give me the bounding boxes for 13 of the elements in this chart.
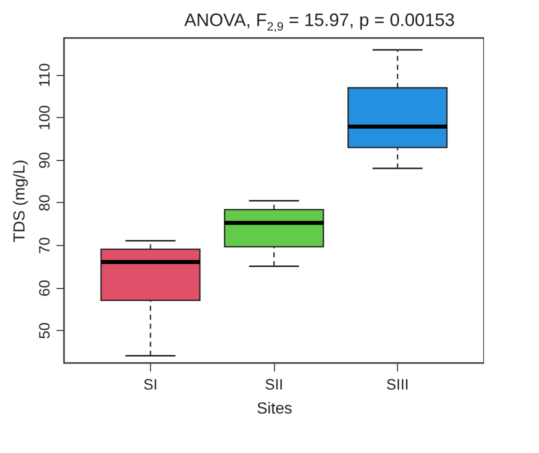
y-tick-label: 110 xyxy=(36,63,54,88)
y-tick-label: 50 xyxy=(36,322,54,340)
chart-title: ANOVA, F$_{2,9}$ = 15.97, p = 0.00153 xyxy=(183,9,456,36)
y-tick-label: 90 xyxy=(36,152,54,169)
y-tick-label: 60 xyxy=(36,280,54,296)
y-tick-label: 100 xyxy=(36,105,54,130)
x-tick-label: SI xyxy=(143,376,158,394)
x-tick-label: SII xyxy=(264,376,284,394)
x-tick-label: SIII xyxy=(386,376,409,394)
y-tick-label: 70 xyxy=(36,237,54,254)
y-axis-title: TDS (mg/L) xyxy=(12,160,28,242)
y-tick-label: 80 xyxy=(36,194,54,212)
x-axis-title: Sites xyxy=(256,400,292,418)
